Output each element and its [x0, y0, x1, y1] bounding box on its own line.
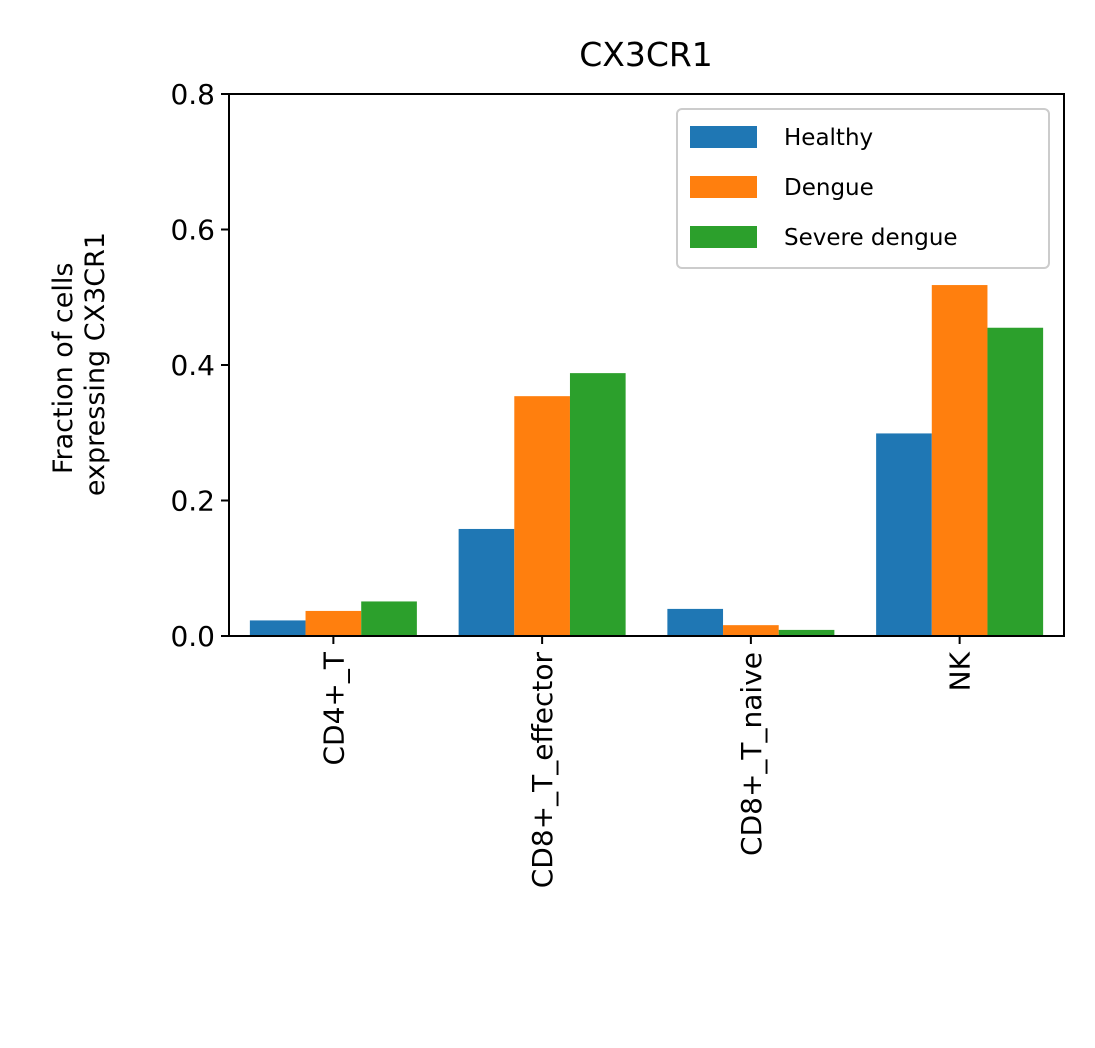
bar-healthy-3	[876, 433, 932, 636]
bar-dengue-2	[723, 625, 779, 636]
legend-label: Healthy	[784, 125, 873, 151]
x-tick-label: CD8+_T_effector	[526, 652, 559, 889]
legend-box	[676, 108, 1050, 269]
legend-swatch	[690, 176, 757, 198]
y-tick-label: 0.4	[170, 349, 215, 382]
bar-healthy-2	[667, 608, 724, 636]
x-tick-label: CD8+_T_naive	[735, 652, 768, 856]
x-tick-label: CD4+_T	[317, 651, 350, 765]
y-tick-label: 0.8	[170, 78, 215, 111]
bars-group	[249, 285, 1044, 636]
bar-dengue-1	[514, 396, 570, 636]
y-axis-label-line-2: expressing CX3CR1	[80, 232, 111, 496]
bar-healthy-0	[249, 620, 306, 636]
bar-severe-dengue-0	[361, 601, 417, 636]
bar-severe-dengue-3	[987, 327, 1044, 636]
bar-severe-dengue-1	[569, 373, 626, 636]
y-axis-label: Fraction of cells expressing CX3CR1	[48, 232, 111, 496]
axes-group: 0.0 0.2 0.4 0.6 0.8 CD4+_T CD8+_T_effector CD8+…	[170, 78, 1065, 889]
legend-swatch	[690, 226, 757, 248]
legend: Healthy Dengue Severe dengue	[676, 108, 1050, 269]
legend-label: Severe dengue	[784, 225, 958, 251]
chart-title: CX3CR1	[579, 35, 713, 74]
legend-label: Dengue	[784, 175, 874, 201]
legend-swatch	[690, 126, 757, 148]
bar-severe-dengue-2	[778, 629, 835, 636]
bar-dengue-3	[931, 285, 988, 636]
y-tick-label: 0.0	[170, 620, 215, 653]
bar-dengue-0	[305, 610, 362, 636]
y-axis-label-line-1: Fraction of cells	[48, 263, 79, 475]
y-tick-label: 0.2	[170, 485, 215, 518]
x-tick-label: NK	[944, 651, 977, 691]
bar-healthy-1	[458, 528, 515, 636]
y-tick-label: 0.6	[170, 214, 215, 247]
